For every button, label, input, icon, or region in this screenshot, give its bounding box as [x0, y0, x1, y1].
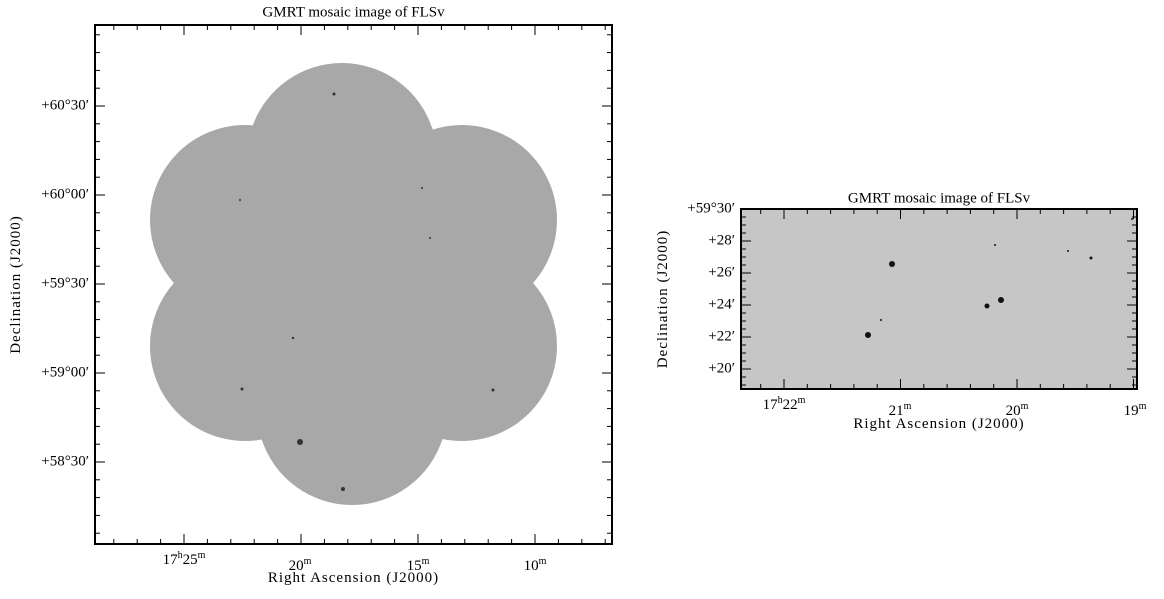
y-tick-label: +22′: [708, 328, 735, 344]
y-tick-label: +20′: [708, 360, 735, 376]
y-axis-label: Declination (J2000): [8, 215, 24, 354]
x-tick-label-part: 17: [763, 397, 779, 413]
cutout-image: [741, 209, 1137, 389]
x-tick-label-part: 19: [1124, 403, 1139, 419]
y-tick-label: +24′: [708, 296, 735, 312]
x-tick-label-part: m: [904, 401, 912, 412]
x-tick-label-part: 10: [524, 558, 539, 574]
y-tick-label: +59°30′: [687, 200, 735, 216]
x-tick-label-part: m: [1021, 401, 1029, 412]
y-axis-label: Declination (J2000): [655, 230, 671, 369]
x-tick-label: 20m: [1006, 401, 1029, 419]
y-tick-label: +60°00′: [41, 186, 89, 202]
x-tick-label-part: h: [178, 550, 183, 561]
x-tick-label-part: 17: [163, 552, 179, 568]
x-tick-label-part: m: [304, 556, 312, 567]
y-tick-label: +59°00′: [41, 364, 89, 380]
x-tick-label-part: m: [1139, 401, 1147, 412]
x-axis-label: Right Ascension (J2000): [268, 570, 439, 586]
x-tick-label: 15m: [407, 556, 430, 574]
x-tick-label-part: 15: [407, 558, 422, 574]
x-axis-label: Right Ascension (J2000): [853, 416, 1024, 432]
x-tick-label-part: 22: [783, 397, 798, 413]
y-tick-label: +60°30′: [41, 97, 89, 113]
x-tick-label-part: m: [539, 556, 547, 567]
x-tick-label: 10m: [524, 556, 547, 574]
x-tick-label: 17h25m: [163, 550, 206, 568]
y-tick-label: +58°30′: [41, 453, 89, 469]
x-tick-label-part: m: [198, 550, 206, 561]
x-tick-label: 19m: [1124, 401, 1147, 419]
panel-title: GMRT mosaic image of FLSv: [262, 4, 445, 20]
y-tick-label: +59°30′: [41, 275, 89, 291]
x-tick-label-part: m: [422, 556, 430, 567]
x-tick-label-part: 20: [1006, 403, 1021, 419]
panel-title: GMRT mosaic image of FLSv: [848, 190, 1031, 206]
x-tick-label: 20m: [289, 556, 312, 574]
y-tick-label: +26′: [708, 264, 735, 280]
x-tick-label-part: 25: [183, 552, 198, 568]
x-tick-label-part: 20: [289, 558, 304, 574]
x-tick-label-part: h: [778, 395, 783, 406]
frame: [740, 208, 1138, 390]
x-tick-label-part: m: [798, 395, 806, 406]
x-tick-label-part: 21: [889, 403, 904, 419]
x-tick-label: 17h22m: [763, 395, 806, 413]
x-tick-label: 21m: [889, 401, 912, 419]
mosaic-image: [150, 63, 557, 505]
y-tick-label: +28′: [708, 232, 735, 248]
